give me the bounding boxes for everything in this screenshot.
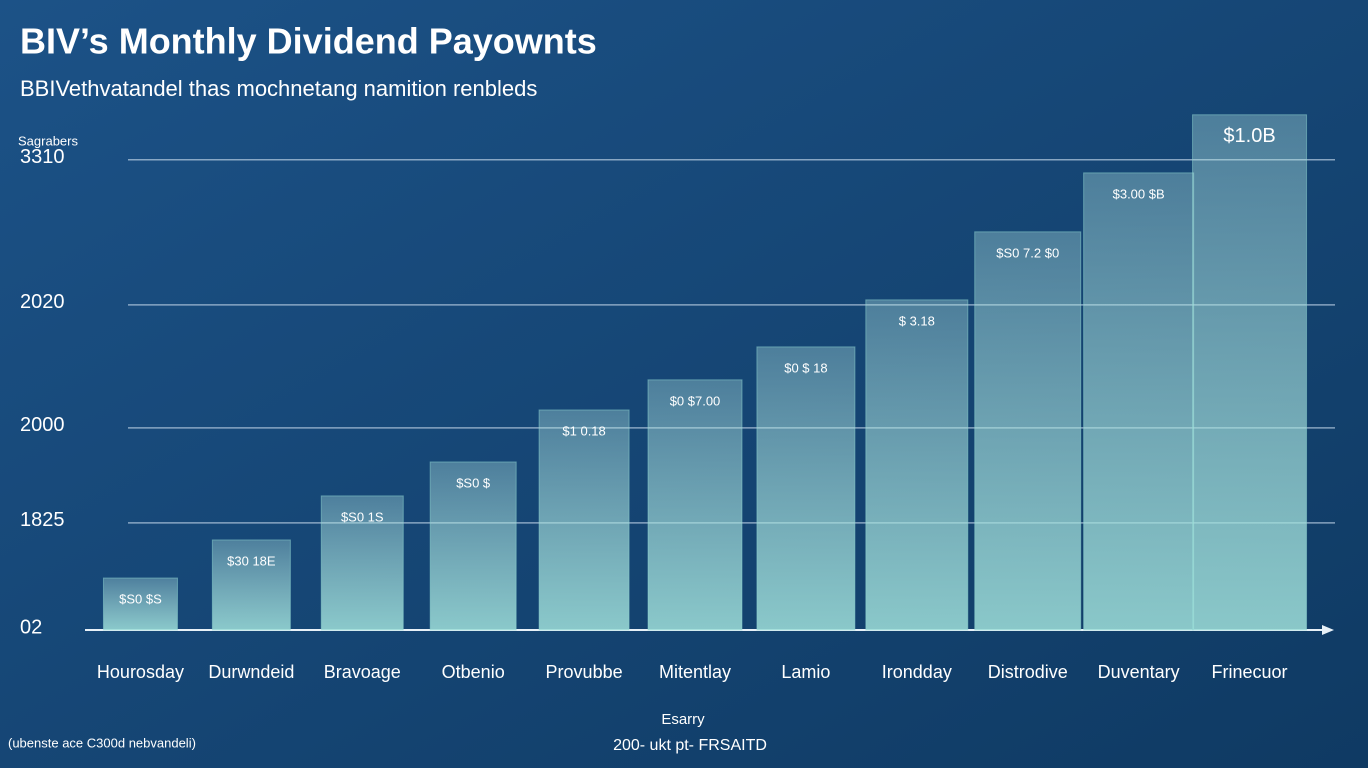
x-tick-label: Distrodive [988, 662, 1068, 682]
bar [320, 495, 404, 631]
bar [102, 577, 178, 631]
source: (ubenste ace C300d nebvandeli) [8, 735, 196, 750]
chart-subtitle: BBIVethvatandel thas mochnetang namition… [20, 76, 537, 101]
y-tick-label: 2000 [20, 414, 65, 436]
bar [756, 346, 856, 631]
bar [974, 231, 1082, 631]
bar-annotation: $ 3.18 [899, 313, 935, 328]
y-axis-label: Sagrabers [18, 133, 78, 148]
x-tick-label: Provubbe [546, 662, 623, 682]
bar-annotation: $1.0B [1223, 125, 1275, 147]
x-tick-label: Mitentlay [659, 662, 731, 682]
bar-annotation: $S0 1S [341, 509, 384, 524]
bar [211, 539, 291, 631]
bar-annotation: $1 0.18 [562, 423, 605, 438]
bar [865, 299, 969, 631]
x-tick-label: Bravoage [324, 662, 401, 682]
bar-annotation: $S0 7.2 $0 [996, 245, 1059, 260]
bar-annotation: $S0 $S [119, 591, 162, 606]
x-tick-label: Frinecuor [1212, 662, 1288, 682]
bar-annotation: $S0 $ [456, 475, 491, 490]
footnote: 200- ukt pt- FRSAITD [613, 737, 767, 754]
x-axis-arrow [1322, 625, 1334, 635]
bar [429, 461, 517, 631]
x-tick-label: Lamio [781, 662, 830, 682]
x-tick-label: Hourosday [97, 662, 184, 682]
bar [647, 379, 743, 631]
x-tick-label: Durwndeid [208, 662, 294, 682]
bar [538, 409, 630, 631]
x-axis-label: Esarry [661, 711, 705, 728]
y-tick-label: 3310 [20, 146, 65, 168]
bar-annotation: $30 18E [227, 553, 276, 568]
x-tick-label: Duventary [1098, 662, 1180, 682]
bar [1192, 114, 1308, 631]
y-tick-label: 02 [20, 616, 42, 638]
bar-annotation: $0 $ 18 [784, 360, 827, 375]
y-tick-label: 2020 [20, 291, 65, 313]
bar [1083, 172, 1195, 631]
x-tick-label: Irondday [882, 662, 952, 682]
y-tick-label: 1825 [20, 509, 65, 531]
bar-annotation: $0 $7.00 [670, 393, 721, 408]
bar-annotation: $3.00 $B [1113, 186, 1165, 201]
x-tick-label: Otbenio [442, 662, 505, 682]
chart-title: BIV’s Monthly Dividend Payownts [20, 21, 597, 62]
